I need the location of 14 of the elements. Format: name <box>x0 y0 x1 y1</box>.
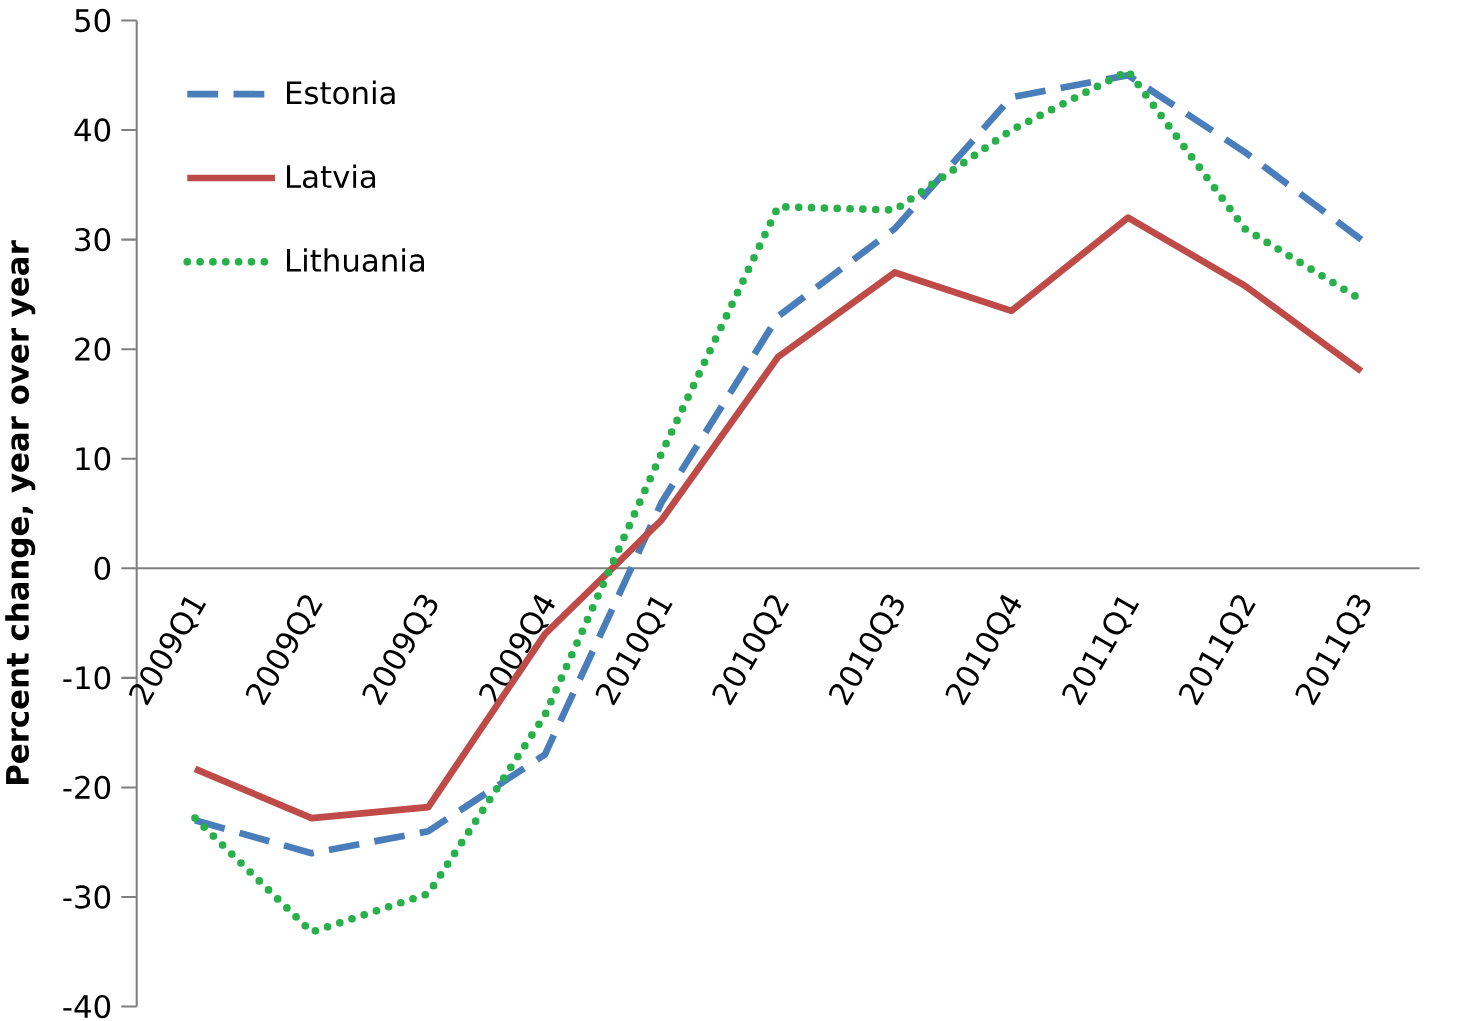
y-tick-label: -40 <box>63 994 111 1019</box>
y-tick-label: -10 <box>63 666 111 690</box>
y-tick-label: 30 <box>75 227 111 252</box>
y-tick-label: 50 <box>75 8 111 33</box>
legend-label: Lithuania <box>287 248 424 272</box>
y-tick-label: 40 <box>74 118 111 142</box>
y-tick-label: -30 <box>63 885 111 909</box>
y-tick-label: 20 <box>75 337 111 361</box>
y-tick-label: 10 <box>76 446 111 471</box>
y-axis-title: Percent change, year over year <box>5 240 36 784</box>
y-tick-label: -20 <box>63 775 111 800</box>
legend-label: Estonia <box>287 80 395 105</box>
y-tick-label: 0 <box>94 556 111 580</box>
legend-label: Latvia <box>287 164 376 189</box>
